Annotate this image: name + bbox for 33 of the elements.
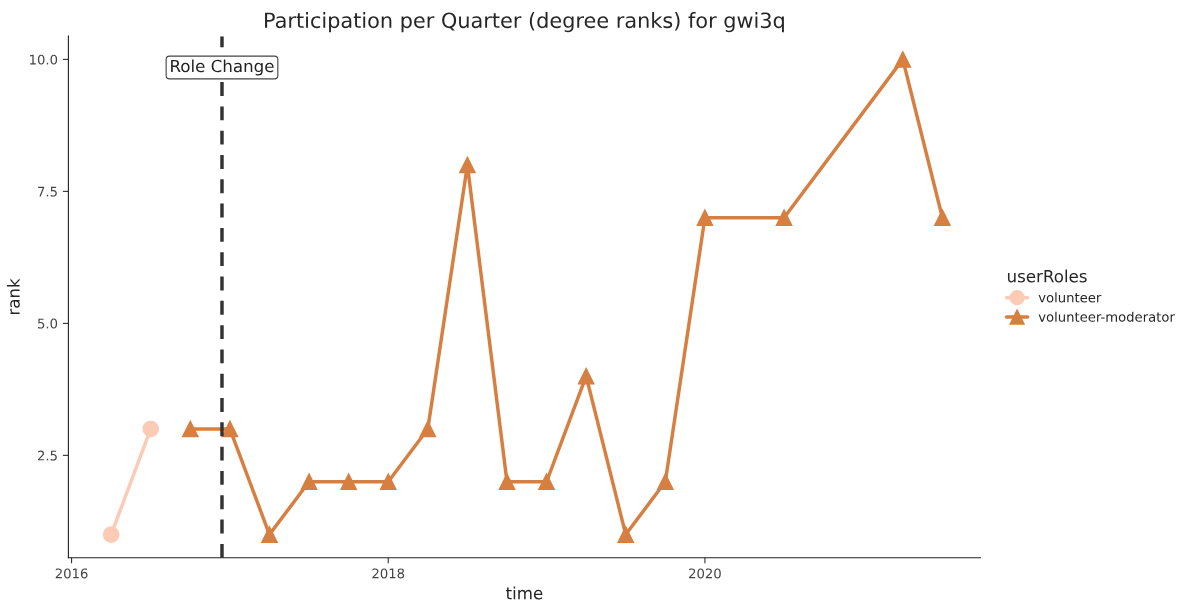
legend-label: volunteer — [1038, 292, 1102, 303]
x-tick-label: 2016 — [55, 568, 88, 579]
point — [577, 367, 595, 385]
point — [617, 526, 635, 543]
point — [696, 209, 714, 227]
point — [300, 473, 318, 491]
point — [102, 526, 120, 543]
point — [379, 473, 397, 491]
point — [498, 473, 516, 491]
x-axis-title: time — [506, 586, 543, 600]
y-axis-title: rank — [6, 278, 20, 315]
point — [538, 473, 555, 491]
point — [419, 420, 437, 438]
x-tick-label: 2020 — [689, 568, 721, 579]
ref-line-label: Role Change — [171, 59, 274, 76]
y-tick-label: 7.5 — [38, 186, 57, 197]
point — [181, 420, 199, 438]
point — [459, 156, 476, 174]
point — [656, 473, 674, 491]
y-tick-label: 5.0 — [38, 318, 58, 329]
point — [142, 420, 160, 438]
point — [261, 526, 278, 543]
point — [894, 51, 912, 68]
point — [340, 473, 357, 491]
chart-title: Participation per Quarter (degree ranks) for gwi3q — [265, 12, 784, 33]
point — [775, 209, 793, 227]
point — [221, 420, 239, 438]
legend-title: userRoles — [1007, 269, 1087, 283]
y-tick-label: 10.0 — [30, 54, 58, 65]
y-tick-label: 2.5 — [37, 450, 57, 461]
point — [934, 209, 951, 227]
legend-label: volunteer-moderator — [1038, 311, 1175, 322]
x-tick-label: 2018 — [372, 568, 405, 579]
